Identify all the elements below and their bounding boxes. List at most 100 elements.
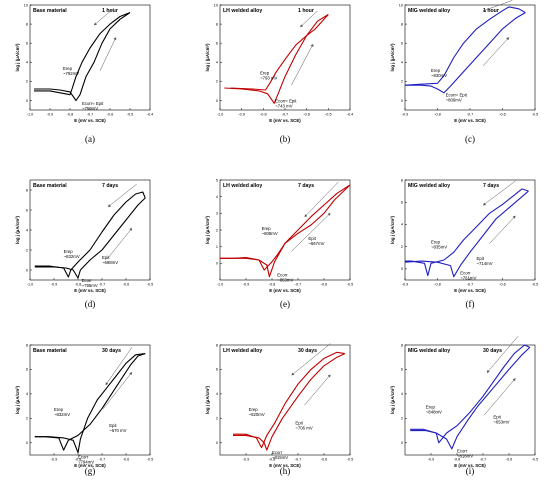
x-tick-label: -0.5: [532, 458, 539, 462]
x-tick-label: -0.5: [147, 283, 154, 287]
annotation-label: Ecorr: [460, 270, 471, 275]
panel-title: Base material: [33, 8, 67, 14]
x-tick-label: -0.7: [282, 113, 289, 117]
x-tick-label: -0.8: [260, 113, 267, 117]
reverse-direction-arrow-head: [300, 24, 304, 28]
reverse-direction-arrow: [486, 336, 519, 374]
x-tick-label: -0.7: [295, 283, 302, 287]
panel-2: -1.0 -0.9 -0.8 -0.7 -0.6 -0.5 -0.4 0 2 4 6 8 10 E (mV…: [205, 3, 353, 144]
y-tick-label: 6: [26, 208, 28, 212]
panel-time: 7 days: [102, 183, 118, 189]
x-tick-label: -1.0: [217, 113, 224, 117]
reverse-direction-arrow: [105, 347, 133, 386]
y-tick-label: 0: [216, 99, 218, 103]
annotation-value: ~832mV: [54, 412, 70, 417]
y-tick-label: 8: [401, 178, 403, 182]
y-tick-label: 8: [26, 343, 28, 347]
x-axis-label: E (mV vs. SCE): [269, 463, 301, 468]
panel-title: LH welded alloy: [223, 348, 262, 354]
x-tick-label: -0.9: [402, 283, 409, 287]
y-tick-label: 0: [26, 441, 28, 445]
reverse-direction-arrow-head: [108, 204, 111, 207]
x-tick-label: -0.8: [434, 113, 441, 117]
annotation-label: Erep: [262, 226, 272, 231]
reverse-direction-arrow-head: [291, 372, 295, 376]
annotation-value: ~743 mV: [275, 103, 292, 108]
x-tick-label: -0.8: [75, 458, 82, 462]
y-axis-label: log j (μA/cm²): [205, 43, 210, 72]
y-tick-label: 0: [26, 99, 28, 103]
reverse-scan-line: [233, 351, 345, 449]
y-tick-label: 6: [401, 368, 403, 372]
panel-letter: (f): [466, 299, 475, 309]
reverse-direction-arrow-head: [304, 214, 308, 217]
forward-direction-arrow-head: [129, 372, 132, 376]
annotation-value: ~670 mV: [109, 428, 126, 433]
forward-scan-line: [34, 353, 146, 454]
annotation-label: Epit: [102, 255, 110, 260]
x-tick-label: -0.6: [321, 283, 328, 287]
y-tick-label: 4: [401, 223, 403, 227]
y-tick-label: 8: [401, 343, 403, 347]
y-tick-label: 2: [216, 228, 218, 232]
reverse-scan-line: [230, 14, 329, 91]
annotation-label: Erep: [63, 66, 73, 71]
x-tick-label: -0.5: [532, 283, 539, 287]
x-tick-label: -0.6: [123, 458, 130, 462]
annotation-value: ~795mV: [82, 283, 98, 288]
y-tick-label: 0: [216, 441, 218, 445]
reverse-direction-arrow-head: [483, 202, 486, 206]
x-tick-label: -1.0: [217, 283, 224, 287]
y-tick-label: 0: [401, 99, 403, 103]
y-tick-label: 6: [401, 201, 403, 205]
panel-8: -0.9 -0.8 -0.7 -0.6 -0.5 0 2 4 6 8 E (mV vs. SCE) l…: [205, 343, 353, 476]
forward-direction-arrow-head: [310, 43, 314, 47]
forward-direction-arrow-head: [506, 37, 509, 41]
panel-title: MIG welded alloy: [408, 8, 450, 14]
x-tick-label: -0.9: [51, 283, 58, 287]
reverse-direction-arrow: [93, 7, 115, 26]
forward-scan-line: [220, 184, 351, 278]
x-axis-label: E (mV vs. SCE): [74, 463, 106, 468]
annotation-value: ~816mV: [457, 454, 473, 459]
panel-title: Base material: [33, 348, 67, 354]
x-tick-label: -0.8: [269, 283, 276, 287]
panel-time: 1 hour: [102, 8, 118, 14]
reverse-direction-arrow: [107, 183, 137, 208]
annotation-value: ~806mV: [446, 98, 462, 103]
annotation-value: ~761mV: [460, 275, 476, 280]
y-tick-label: 2: [401, 245, 403, 249]
forward-direction-arrow: [99, 37, 117, 71]
panel-time: 1 hour: [298, 8, 314, 14]
reverse-direction-arrow: [482, 180, 516, 206]
x-tick-label: -0.8: [67, 113, 74, 117]
forward-scan-line: [224, 14, 329, 104]
x-tick-label: -0.5: [347, 458, 354, 462]
y-tick-label: 0: [401, 441, 403, 445]
x-tick-label: -0.5: [127, 113, 134, 117]
annotation-label: Erep: [431, 239, 441, 244]
x-tick-label: -0.9: [402, 113, 409, 117]
y-tick-label: 4: [26, 392, 28, 396]
y-tick-label: 1: [216, 245, 218, 249]
forward-direction-arrow: [107, 227, 133, 259]
annotation-label: Erep: [249, 407, 259, 412]
y-tick-label: 4: [26, 61, 28, 65]
y-tick-label: 8: [216, 22, 218, 26]
panel-letter: (i): [466, 466, 475, 476]
panel-letter: (c): [465, 134, 475, 144]
y-tick-label: 6: [216, 41, 218, 45]
y-tick-label: 2: [401, 80, 403, 84]
panel-9: -0.9 -0.8 -0.7 -0.6 -0.5 0 2 4 6 8 E (mV vs. SCE) l…: [390, 336, 538, 476]
x-tick-label: -0.8: [75, 283, 82, 287]
panel-title: LH welded alloy: [223, 183, 262, 189]
annotation-value: ~848mV: [426, 410, 442, 415]
y-tick-label: 6: [26, 41, 28, 45]
reverse-scan-line: [34, 191, 146, 278]
annotation-value: ~706 mV: [295, 425, 312, 430]
annotation-value: ~698mV: [102, 260, 118, 265]
reverse-direction-arrow: [291, 343, 331, 376]
reverse-scan-line: [410, 344, 531, 444]
plot-frame: [219, 4, 351, 111]
x-tick-label: -0.6: [123, 283, 130, 287]
